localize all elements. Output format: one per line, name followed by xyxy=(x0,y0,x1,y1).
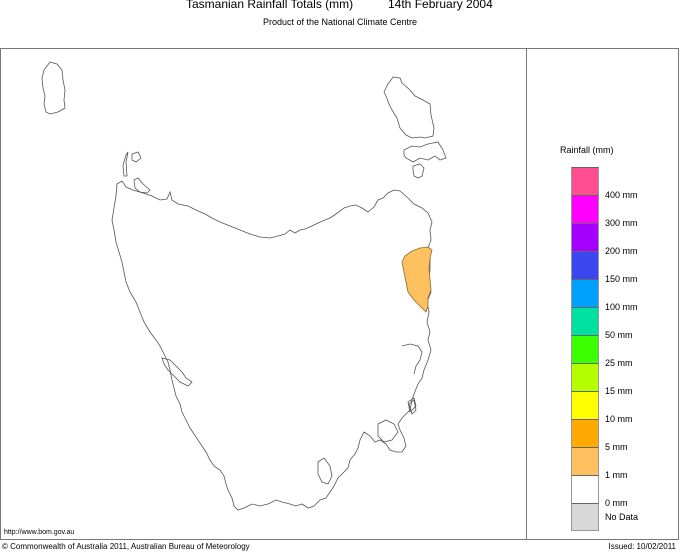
issued-date: Issued: 10/02/2011 xyxy=(608,542,676,551)
legend-label: 0 mm xyxy=(605,498,628,508)
map-frame xyxy=(0,48,678,540)
three-hummock-island xyxy=(122,151,129,177)
bruny-island xyxy=(317,457,333,485)
coastline-east-bay xyxy=(401,343,423,375)
legend-box-25-50 xyxy=(571,335,599,363)
legend-color-bar xyxy=(571,167,599,531)
freycinet-peninsula xyxy=(407,397,417,413)
maria-island xyxy=(408,399,417,415)
legend-box-5-10 xyxy=(571,419,599,447)
legend-label-no-data: No Data xyxy=(605,512,639,522)
title-text: Tasmanian Rainfall Totals (mm) xyxy=(186,0,354,11)
legend-label: 300 mm xyxy=(605,218,638,228)
legend-box-150-200 xyxy=(571,251,599,279)
subtitle: Product of the National Climate Centre xyxy=(262,17,418,27)
legend-label: 100 mm xyxy=(605,302,638,312)
legend-box-100-150 xyxy=(571,279,599,307)
legend-label: 5 mm xyxy=(605,442,628,452)
frame-right-border xyxy=(678,48,679,540)
tasmania-map xyxy=(41,61,447,511)
copyright-text: © Commonwealth of Australia 2011, Austra… xyxy=(2,542,250,551)
legend-label: 400 mm xyxy=(605,190,638,200)
tasman-peninsula xyxy=(377,419,399,443)
legend-label: 10 mm xyxy=(605,414,633,424)
tasmania-mainland xyxy=(111,180,433,511)
legend-label: 15 mm xyxy=(605,386,633,396)
legend-box-50-100 xyxy=(571,307,599,335)
legend-box-15-25 xyxy=(571,363,599,391)
bom-url-link[interactable]: http://www.bom.gov.au xyxy=(4,529,75,536)
rainfall-area-1-5mm xyxy=(401,246,433,313)
title-date: 14th February 2004 xyxy=(388,0,493,11)
legend-title: Rainfall (mm) xyxy=(560,145,614,155)
cape-barren-island xyxy=(403,141,447,163)
legend-box-10-15 xyxy=(571,391,599,419)
legend-box-1-5 xyxy=(571,447,599,475)
clarke-island xyxy=(412,163,425,179)
macquarie-harbour xyxy=(161,357,193,387)
legend-box-300-400 xyxy=(571,195,599,223)
map-title: Tasmanian Rainfall Totals (mm) 14th Febr… xyxy=(0,0,680,13)
legend-label: 200 mm xyxy=(605,246,638,256)
flinders-island xyxy=(383,76,435,139)
legend-box-no-data xyxy=(571,503,599,531)
legend-label: 150 mm xyxy=(605,274,638,284)
legend-box-0-1 xyxy=(571,475,599,503)
hunter-island xyxy=(131,151,142,163)
king-island xyxy=(41,61,66,115)
legend-box-400plus xyxy=(571,167,599,195)
legend-box-200-300 xyxy=(571,223,599,251)
robbins-island xyxy=(133,177,151,194)
legend-label: 1 mm xyxy=(605,470,628,480)
legend-label: 50 mm xyxy=(605,330,633,340)
legend-divider xyxy=(526,48,527,540)
legend-label: 25 mm xyxy=(605,358,633,368)
